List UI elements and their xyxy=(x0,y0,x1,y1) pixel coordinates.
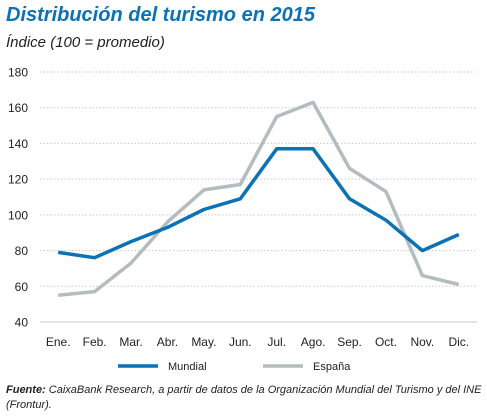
x-tick-label: Oct. xyxy=(375,335,397,349)
x-tick-label: Jun. xyxy=(229,335,252,349)
chart-title: Distribución del turismo en 2015 xyxy=(6,4,315,26)
line-chart: 40 60 80 100 120 140 160 180 Ene. Feb. Mar. Abr. May… xyxy=(8,66,477,373)
legend-label: España xyxy=(313,361,351,373)
x-tick-label: Abr. xyxy=(157,335,178,349)
y-tick-label: 40 xyxy=(15,316,29,330)
series-line-mundial xyxy=(57,147,460,260)
y-tick-label: 140 xyxy=(8,137,28,151)
y-tick-label: 80 xyxy=(15,244,29,258)
legend-label: Mundial xyxy=(168,361,207,373)
source-label: Fuente: xyxy=(6,384,46,396)
series-line-espana xyxy=(58,100,460,297)
x-tick-label: Ene. xyxy=(46,335,71,349)
x-tick-label: May. xyxy=(191,335,216,349)
x-tick-label: Dic. xyxy=(448,335,469,349)
x-tick-label: Mar. xyxy=(119,335,142,349)
x-tick-label: Nov. xyxy=(410,335,434,349)
x-tick-label: Ago. xyxy=(301,335,326,349)
x-tick-label: Sep. xyxy=(337,335,362,349)
y-tick-label: 100 xyxy=(8,208,28,222)
source-text: CaixaBank Research, a partir de datos de… xyxy=(6,384,482,411)
x-tick-label: Jul. xyxy=(267,335,286,349)
y-tick-label: 120 xyxy=(8,173,28,187)
chart-subtitle: Índice (100 = promedio) xyxy=(6,34,165,51)
y-tick-label: 160 xyxy=(8,101,28,115)
y-tick-label: 60 xyxy=(15,280,29,294)
y-tick-label: 180 xyxy=(8,66,28,80)
source-note: Fuente: CaixaBank Research, a partir de … xyxy=(6,383,484,413)
x-tick-label: Feb. xyxy=(83,335,107,349)
